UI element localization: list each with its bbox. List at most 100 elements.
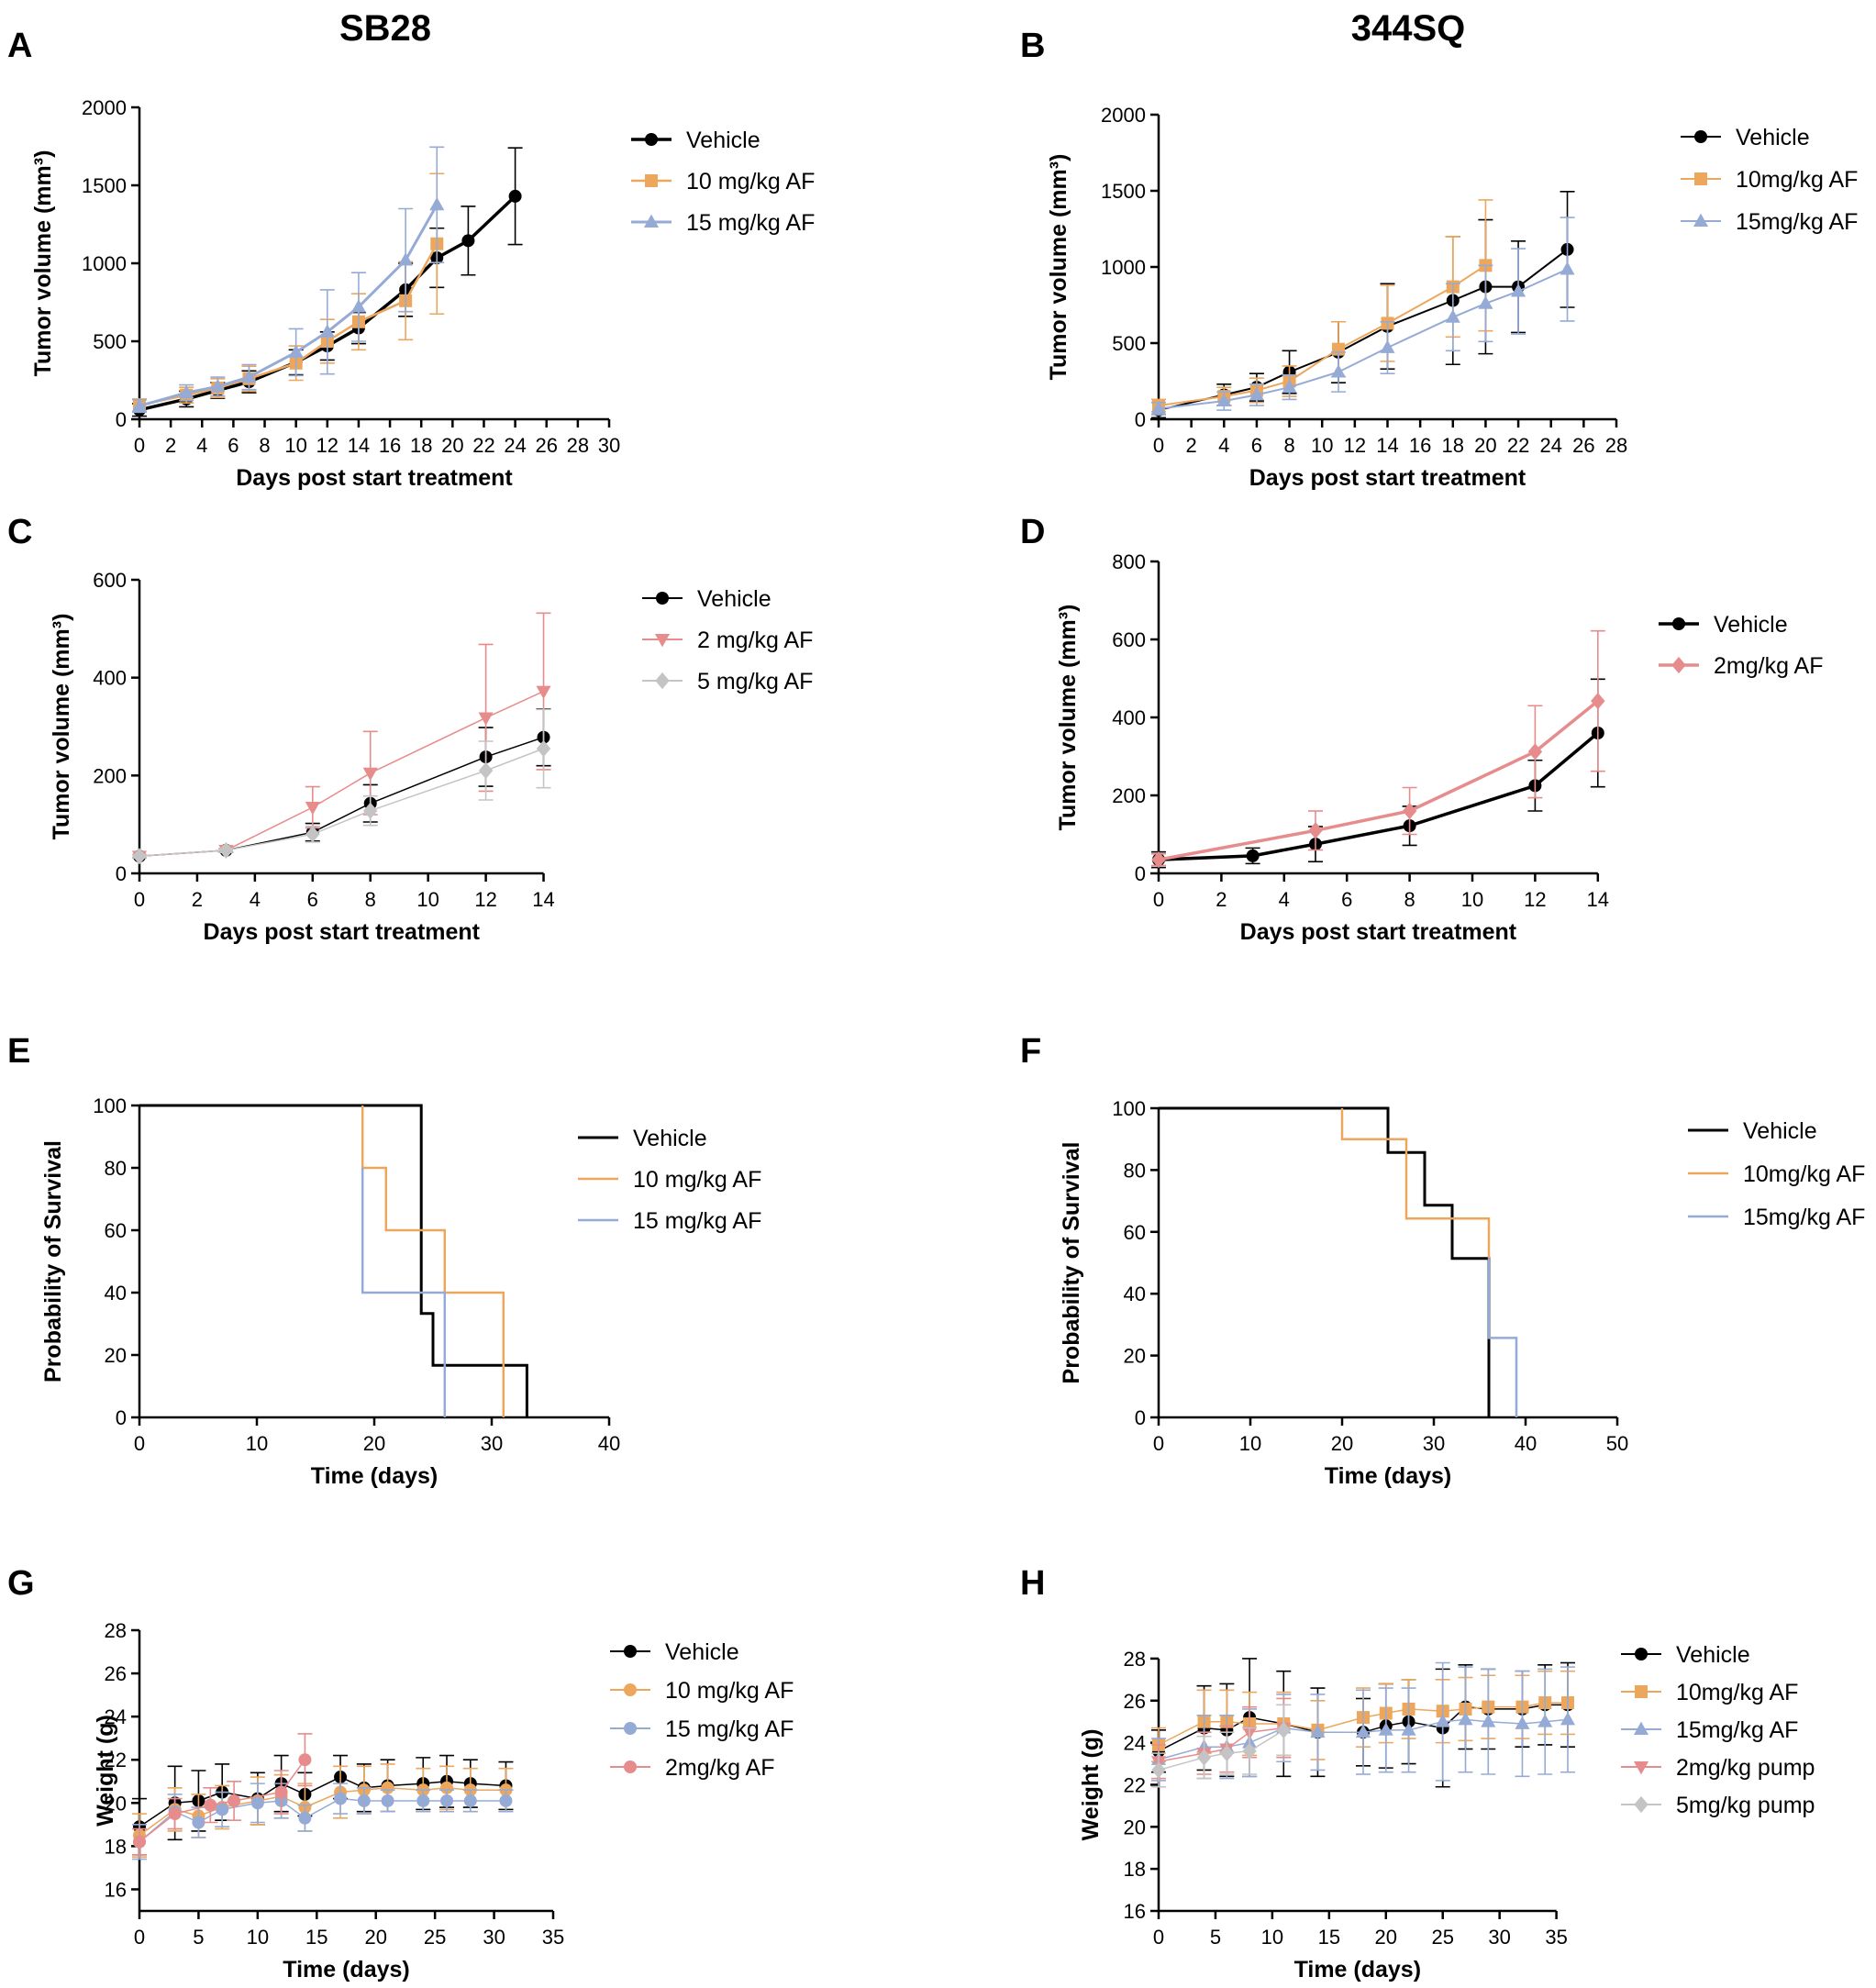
- data-point: [1401, 1722, 1416, 1736]
- y-tick-label: 28: [105, 1619, 127, 1642]
- data-point: [499, 1794, 513, 1807]
- legend-marker: [1671, 656, 1686, 674]
- x-tick-label: 6: [307, 888, 318, 911]
- x-tick-label: 10: [1239, 1432, 1261, 1455]
- legend-item: Vehicle: [1621, 1642, 1750, 1668]
- data-point: [210, 378, 226, 393]
- data-point: [1435, 1714, 1450, 1727]
- survival-curve: [1159, 1106, 1491, 1417]
- data-point: [350, 299, 366, 313]
- data-point: [440, 1794, 454, 1807]
- legend-item: 2mg/kg AF: [1659, 653, 1824, 679]
- series-line: [1158, 268, 1568, 410]
- legend-item: 5 mg/kg AF: [642, 669, 813, 694]
- legend-marker: [1694, 172, 1707, 185]
- legend-label: 10 mg/kg AF: [665, 1678, 794, 1704]
- y-axis-title: Probability of Survival: [40, 1140, 66, 1383]
- y-tick-label: 1000: [1101, 256, 1146, 279]
- y-axis-title: Tumor volume (mm³): [30, 150, 56, 377]
- panel-letter: E: [7, 1032, 30, 1071]
- column-title-344sq: 344SQ: [1351, 8, 1466, 49]
- legend-item: 10mg/kg AF: [1688, 1161, 1865, 1187]
- data-point: [508, 189, 522, 203]
- series-2mg-kg-af: [1151, 629, 1605, 869]
- y-tick-label: 600: [93, 569, 127, 592]
- y-tick-label: 500: [1112, 332, 1146, 355]
- legend-label: 10 mg/kg AF: [633, 1167, 761, 1193]
- y-tick-label: 20: [1124, 1345, 1146, 1368]
- x-tick-label: 24: [504, 434, 526, 457]
- x-tick-label: 8: [1283, 434, 1294, 457]
- data-point: [305, 802, 320, 816]
- x-tick-label: 30: [1488, 1926, 1510, 1949]
- x-axis-title: Days post start treatment: [1240, 919, 1517, 945]
- x-tick-label: 25: [1431, 1926, 1453, 1949]
- legend-item: 15mg/kg AF: [1621, 1717, 1798, 1743]
- y-tick-label: 80: [105, 1157, 127, 1180]
- legend-label: 15 mg/kg AF: [665, 1716, 794, 1742]
- data-point: [1282, 379, 1297, 394]
- y-tick-label: 22: [105, 1749, 127, 1771]
- panel-a: A0 2 4 6 8 10 12 14 16 18 20 22 24 26 28 30050010001500…: [7, 27, 815, 491]
- x-tick-label: 20: [1331, 1432, 1353, 1455]
- legend-item: 15mg/kg AF: [1681, 209, 1858, 235]
- data-point: [1196, 1749, 1212, 1766]
- legend-label: 10mg/kg AF: [1743, 1161, 1865, 1187]
- y-tick-label: 2000: [1101, 104, 1146, 127]
- legend-marker: [1672, 617, 1685, 630]
- x-tick-label: 4: [1218, 434, 1229, 457]
- legend-item: 15 mg/kg AF: [578, 1208, 761, 1234]
- x-tick-label: 12: [1524, 888, 1546, 911]
- column-title-sb28: SB28: [339, 8, 431, 49]
- data-point: [1478, 295, 1493, 309]
- y-tick-label: 100: [93, 1094, 127, 1117]
- legend-marker: [624, 1645, 637, 1658]
- panel-c: C 0 2 4 6 8 10 12 14 0 200 400 600 Days post start tr…: [7, 513, 813, 945]
- data-point: [204, 1798, 217, 1812]
- legend-label: 5 mg/kg AF: [697, 669, 813, 694]
- x-tick-label: 10: [416, 888, 438, 911]
- legend-label: Vehicle: [1736, 125, 1810, 150]
- panel-b: B0 2 4 6 8 10 12 14 16 18 20 22 24 26 2805001000150020…: [1020, 27, 1858, 491]
- x-tick-label: 8: [259, 434, 270, 457]
- y-axis-title: Tumor volume (mm³): [1055, 605, 1081, 831]
- x-tick-label: 4: [250, 888, 261, 911]
- x-tick-label: 24: [1539, 434, 1561, 457]
- data-point: [319, 324, 335, 338]
- data-point: [179, 384, 194, 399]
- x-tick-label: 2: [1186, 434, 1197, 457]
- legend-label: Vehicle: [1714, 612, 1788, 638]
- x-tick-label: 10: [246, 1432, 268, 1455]
- x-tick-label: 8: [1404, 888, 1415, 911]
- data-point: [1249, 387, 1264, 401]
- x-tick-label: 0: [1153, 1926, 1164, 1949]
- y-tick-label: 400: [1112, 706, 1146, 729]
- panel-letter: G: [7, 1564, 35, 1603]
- y-tick-label: 18: [1124, 1858, 1146, 1881]
- legend-marker: [654, 634, 671, 648]
- x-tick-label: 14: [348, 434, 370, 457]
- y-tick-label: 100: [1112, 1097, 1146, 1120]
- y-tick-label: 0: [1135, 1406, 1146, 1429]
- x-tick-label: 50: [1606, 1432, 1628, 1455]
- y-tick-label: 20: [1124, 1816, 1146, 1838]
- series-line: [139, 1759, 306, 1843]
- x-tick-label: 26: [1572, 434, 1594, 457]
- x-tick-label: 22: [1507, 434, 1529, 457]
- data-point: [218, 841, 234, 860]
- data-point: [362, 767, 378, 782]
- legend-label: Vehicle: [686, 128, 760, 153]
- data-point: [357, 1794, 371, 1807]
- x-tick-label: 6: [1251, 434, 1262, 457]
- legend-item: 2 mg/kg AF: [642, 627, 813, 653]
- y-tick-label: 2000: [82, 96, 127, 119]
- y-tick-label: 40: [105, 1282, 127, 1305]
- x-tick-label: 25: [424, 1926, 446, 1949]
- legend-item: 15 mg/kg AF: [631, 210, 815, 236]
- x-tick-label: 2: [1216, 888, 1227, 911]
- data-point: [1310, 1724, 1326, 1738]
- survival-curve: [1487, 1258, 1518, 1417]
- data-point: [1151, 1761, 1166, 1779]
- series-2mg-kg-af: [132, 1733, 313, 1856]
